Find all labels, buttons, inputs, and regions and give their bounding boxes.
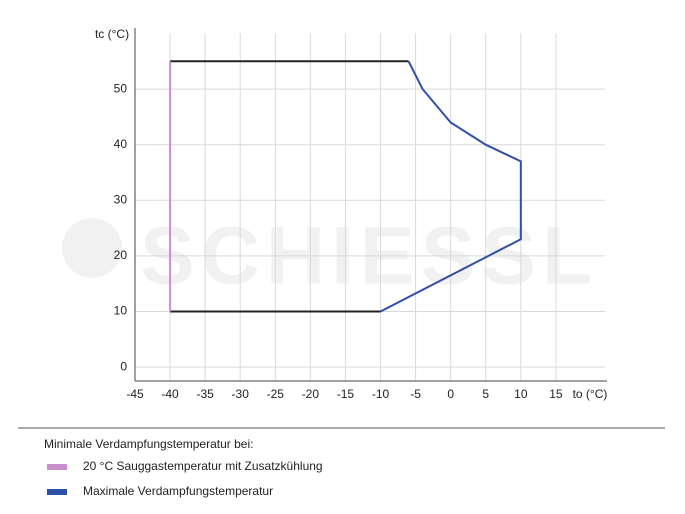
- legend-label: 20 °C Sauggastemperatur mit Zusatzkühlun…: [83, 459, 323, 473]
- x-tick-label: -25: [267, 387, 285, 401]
- y-tick-label: 20: [114, 248, 128, 262]
- y-tick-label: 40: [114, 137, 128, 151]
- x-tick-label: -10: [372, 387, 390, 401]
- x-tick-label: 10: [514, 387, 528, 401]
- x-tick-label: -45: [126, 387, 144, 401]
- x-tick-label: -5: [410, 387, 421, 401]
- x-axis-label: to (°C): [573, 387, 608, 401]
- y-tick-label: 30: [114, 192, 128, 206]
- legend-title: Minimale Verdampfungstemperatur bei:: [44, 437, 253, 451]
- x-tick-label: 5: [482, 387, 489, 401]
- y-axis-label: tc (°C): [95, 27, 129, 41]
- legend-label: Maximale Verdampfungstemperatur: [83, 484, 273, 498]
- x-tick-label: -30: [232, 387, 250, 401]
- x-tick-label: -15: [337, 387, 355, 401]
- x-tick-label: 0: [447, 387, 454, 401]
- y-tick-label: 10: [114, 304, 128, 318]
- y-tick-label: 50: [114, 81, 128, 95]
- x-tick-label: -40: [161, 387, 179, 401]
- y-tick-label: 0: [120, 359, 127, 373]
- legend-swatch: [47, 464, 67, 470]
- x-tick-label: -20: [302, 387, 320, 401]
- legend-swatch: [47, 489, 67, 495]
- series-line: [380, 60, 522, 313]
- watermark-logo: [62, 218, 122, 278]
- x-tick-label: -35: [196, 387, 214, 401]
- x-tick-label: 15: [549, 387, 563, 401]
